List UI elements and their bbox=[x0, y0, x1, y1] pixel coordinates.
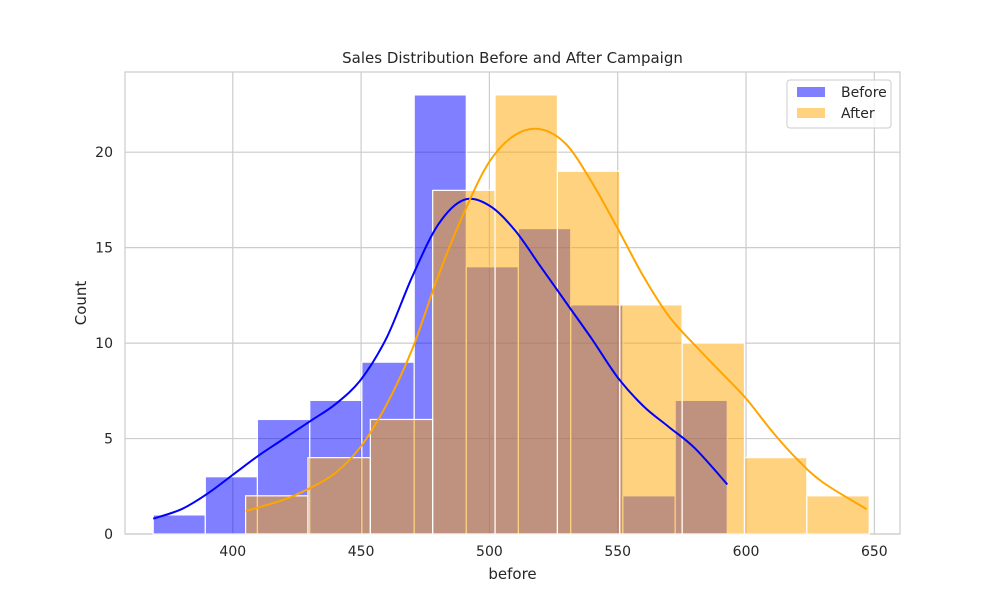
y-tick-label: 5 bbox=[104, 432, 113, 448]
legend-swatch-after bbox=[797, 108, 825, 118]
y-tick-label: 0 bbox=[104, 527, 113, 543]
bar-before bbox=[152, 514, 206, 535]
bar-after bbox=[369, 418, 434, 535]
kde-curves bbox=[152, 127, 868, 520]
x-tick-label: 450 bbox=[348, 544, 375, 560]
bar-after bbox=[494, 94, 559, 535]
x-tick-label: 550 bbox=[604, 544, 631, 560]
tick-labels: 400 450 500 550 600 650 0 5 10 15 20 bbox=[95, 145, 888, 560]
y-tick-label: 10 bbox=[95, 336, 113, 352]
bar-after bbox=[432, 189, 496, 535]
histogram-bars bbox=[152, 94, 870, 535]
chart-title: Sales Distribution Before and After Camp… bbox=[342, 49, 683, 67]
kde-line-before bbox=[152, 197, 729, 520]
x-tick-label: 650 bbox=[861, 544, 888, 560]
legend: Before After bbox=[786, 79, 892, 129]
kde-line-after bbox=[245, 127, 868, 513]
y-tick-label: 20 bbox=[95, 145, 113, 161]
bar-after bbox=[806, 495, 870, 535]
bar-after bbox=[743, 457, 808, 535]
x-axis-label: before bbox=[488, 565, 536, 583]
x-tick-label: 600 bbox=[733, 544, 760, 560]
legend-swatch-before bbox=[797, 87, 825, 97]
bar-after bbox=[556, 170, 621, 535]
y-tick-label: 15 bbox=[95, 241, 113, 257]
y-axis-label: Count bbox=[72, 281, 90, 326]
bar-after bbox=[619, 304, 683, 535]
x-tick-label: 400 bbox=[219, 544, 246, 560]
bar-after bbox=[681, 342, 746, 535]
legend-label-after: After bbox=[841, 106, 875, 122]
x-tick-label: 500 bbox=[476, 544, 503, 560]
legend-label-before: Before bbox=[841, 85, 887, 101]
